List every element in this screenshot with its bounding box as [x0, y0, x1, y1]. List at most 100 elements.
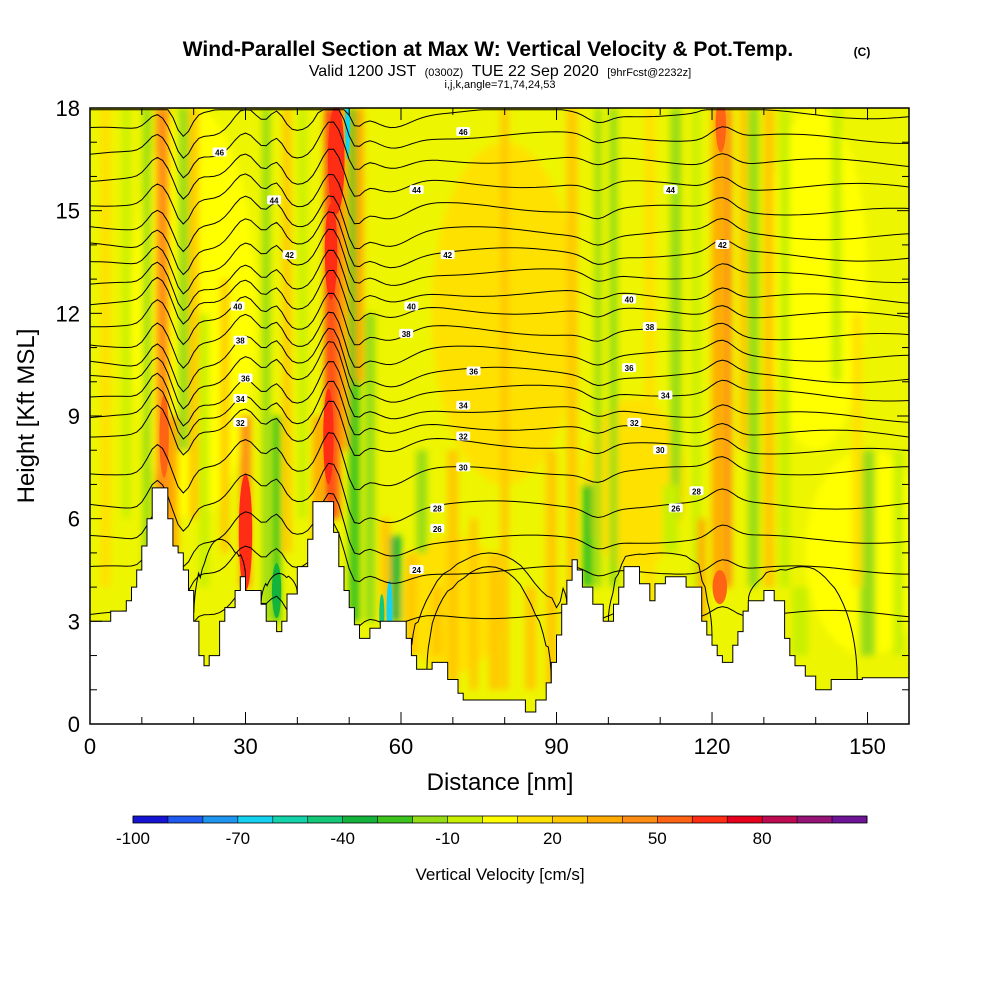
colorbar-frame	[132, 815, 868, 824]
contour-label: 30	[653, 445, 668, 455]
downdraft-band	[582, 484, 593, 588]
colorbar-swatch	[272, 816, 309, 823]
contour-label-bg	[456, 126, 471, 136]
updraft-band	[355, 108, 364, 382]
updraft-band	[100, 108, 111, 588]
contour-label: 26	[430, 523, 445, 534]
contour-label: 38	[642, 322, 657, 332]
isentrope-line	[90, 462, 909, 532]
contour-label-bg	[456, 431, 471, 441]
contour-label-text: 26	[671, 504, 680, 513]
contour-label: 34	[456, 400, 471, 411]
isentrope-line	[90, 109, 909, 159]
contour-label-bg	[399, 328, 414, 338]
contour-label-bg	[466, 366, 481, 376]
isentrope-line	[90, 361, 909, 427]
downdraft-band	[670, 108, 681, 519]
downdraft-band	[272, 416, 281, 622]
updraft-band	[739, 108, 748, 451]
contour-label: 44	[663, 185, 678, 195]
colorbar-swatch	[797, 816, 833, 823]
contour-label: 30	[456, 462, 471, 472]
x-tick-label: 150	[849, 734, 886, 759]
contour-label-bg	[233, 417, 248, 427]
contour-label-text: 38	[236, 337, 245, 346]
colorbar	[132, 815, 868, 824]
isentrope-line	[90, 380, 909, 440]
contour-label-text: 34	[236, 395, 245, 404]
updraft-band	[489, 552, 500, 690]
valid-date: TUE 22 Sep 2020	[472, 63, 599, 80]
downdraft-band	[143, 108, 151, 588]
contour-label: 44	[409, 185, 424, 195]
downdraft-band	[859, 450, 876, 656]
contour-label-text: 30	[459, 463, 468, 472]
colorbar-swatch	[482, 816, 518, 823]
field-region	[763, 108, 868, 451]
isentrope-line	[90, 327, 909, 393]
contour-label-text: 44	[270, 196, 279, 205]
contour-label-text: 40	[407, 302, 416, 311]
isentrope-line	[260, 572, 298, 602]
updraft-band	[712, 108, 723, 588]
contour-label-bg	[282, 250, 297, 260]
contour-label-text: 46	[215, 148, 224, 157]
contour-label-bg	[653, 445, 668, 455]
downdraft-core	[271, 563, 282, 618]
contour-label-text: 36	[241, 374, 250, 383]
updraft-band	[546, 450, 557, 690]
contour-label-text: 24	[412, 566, 421, 575]
contour-label-bg	[404, 301, 419, 311]
contour-label-text: 34	[459, 402, 468, 411]
isentrope-line	[90, 228, 909, 295]
y-tick-label: 3	[68, 609, 80, 634]
contour-label-text: 30	[656, 446, 665, 455]
contour-label: 42	[440, 250, 455, 260]
contour-label-text: 42	[285, 251, 294, 260]
isentrope-line	[90, 195, 909, 253]
downdraft-band	[349, 108, 360, 622]
contour-label-text: 40	[625, 296, 634, 305]
copyright-mark: (C)	[854, 45, 871, 59]
contour-label-text: 28	[692, 487, 701, 496]
updraft-core	[324, 203, 338, 300]
colorbar-swatch	[657, 816, 693, 823]
isentrope-line	[90, 269, 909, 325]
contour-label-text: 44	[412, 186, 421, 195]
downdraft-band	[792, 587, 808, 656]
downdraft-band	[609, 108, 618, 588]
contour-label: 40	[230, 301, 245, 311]
downdraft-band	[831, 108, 842, 382]
contour-label-text: 44	[666, 186, 675, 195]
colorbar-swatch	[832, 816, 868, 823]
updraft-band	[763, 108, 775, 588]
updraft-core	[712, 570, 728, 605]
y-tick-label: 9	[68, 404, 80, 429]
contour-label: 24	[409, 565, 424, 575]
contour-label-text: 42	[443, 251, 452, 260]
colorbar-swatch	[237, 816, 274, 823]
contour-label-bg	[409, 565, 424, 574]
colorbar-tick-label: -100	[116, 829, 150, 848]
contour-label-bg	[267, 195, 282, 205]
contour-label-text: 28	[433, 504, 442, 513]
updraft-band	[525, 587, 536, 690]
contour-label: 28	[689, 486, 704, 496]
x-tick-label: 0	[84, 734, 96, 759]
contour-label-bg	[456, 462, 471, 472]
y-tick-label: 6	[68, 507, 80, 532]
updraft-band	[851, 313, 863, 588]
axis-ticks	[89, 107, 909, 725]
contour-label-bg	[233, 335, 248, 345]
downdraft-band	[178, 108, 189, 451]
isentrope-line	[90, 148, 909, 200]
updraft-core	[327, 108, 345, 215]
contour-label: 26	[668, 503, 683, 513]
updraft-band	[406, 552, 417, 656]
terrain-profile	[89, 487, 910, 725]
updraft-band	[340, 108, 348, 451]
y-tick-label: 15	[56, 199, 80, 224]
updraft-band	[723, 108, 732, 588]
valid-time: Valid 1200 JST	[309, 63, 417, 80]
downdraft-band	[662, 484, 679, 553]
